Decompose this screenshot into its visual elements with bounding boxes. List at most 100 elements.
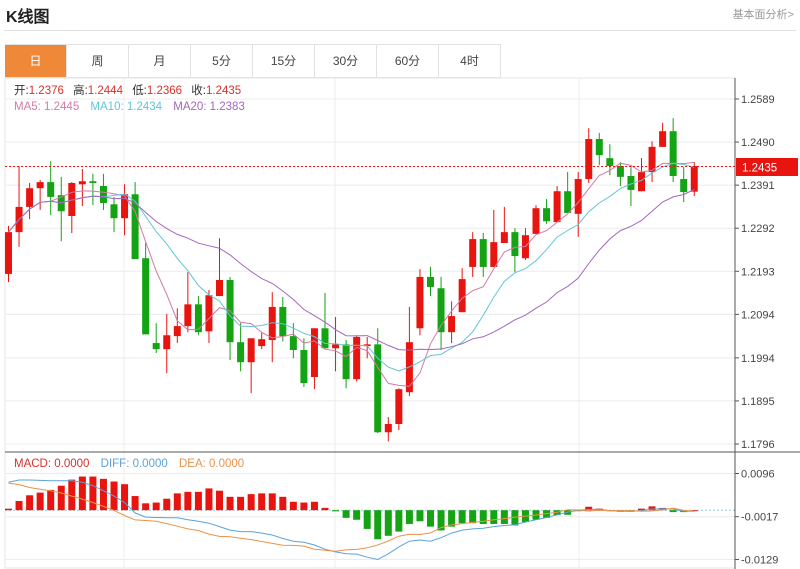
candle xyxy=(659,122,667,147)
candle-body xyxy=(680,179,688,193)
candle-body xyxy=(47,182,55,197)
ma5-value: MA5: 1.2445 xyxy=(14,101,79,113)
macd-bar xyxy=(585,506,593,511)
macd-bar xyxy=(638,508,645,511)
candle xyxy=(374,328,382,434)
tab-day[interactable]: 日 xyxy=(5,45,67,77)
candle xyxy=(26,182,34,220)
candle xyxy=(458,268,466,313)
candle xyxy=(184,272,192,333)
tab-week[interactable]: 周 xyxy=(67,45,129,77)
candle-body xyxy=(89,181,97,183)
candle xyxy=(36,179,44,210)
macd-bar xyxy=(374,510,382,540)
ma-lines xyxy=(8,161,695,387)
macd-bar xyxy=(15,501,23,511)
dea-value: DEA: 0.0000 xyxy=(179,458,244,470)
macd-bar xyxy=(289,501,297,511)
candle xyxy=(669,118,677,183)
macd-bar xyxy=(89,476,97,511)
candle-body xyxy=(36,182,44,189)
candle-body xyxy=(216,279,223,297)
candle xyxy=(384,417,392,442)
macd-bar xyxy=(279,496,287,511)
diff-value: DIFF: 0.0000 xyxy=(101,458,168,470)
tab-15min[interactable]: 15分 xyxy=(253,45,315,77)
high-value: 1.2444 xyxy=(88,85,124,97)
tab-month[interactable]: 月 xyxy=(129,45,191,77)
candle xyxy=(237,323,245,372)
ma20-value: MA20: 1.2383 xyxy=(173,101,245,113)
tab-60min[interactable]: 60分 xyxy=(377,45,439,77)
low-value: 1.2366 xyxy=(147,85,182,97)
candle-body xyxy=(532,208,540,234)
macd-bar xyxy=(194,491,202,511)
candle-body xyxy=(669,131,677,177)
macd-bar xyxy=(47,489,55,511)
price-tick-label: 1.2391 xyxy=(741,180,775,192)
page-title: K线图 xyxy=(6,9,50,26)
tab-30min[interactable]: 30分 xyxy=(315,45,377,77)
macd-bar xyxy=(78,476,86,511)
macd-bar xyxy=(268,493,276,511)
candle xyxy=(310,328,318,390)
candle xyxy=(511,228,519,273)
tab-5min[interactable]: 5分 xyxy=(191,45,253,77)
candle xyxy=(142,243,150,335)
candle-body xyxy=(437,288,445,333)
macd-bar xyxy=(648,506,656,511)
current-price-box xyxy=(736,158,798,176)
candle xyxy=(353,335,361,382)
macd-bar xyxy=(384,510,392,536)
macd-bar xyxy=(490,510,498,524)
candle-body xyxy=(310,328,318,378)
high-label: 高: xyxy=(73,83,88,97)
candle-body xyxy=(648,146,656,173)
candle xyxy=(448,301,456,344)
ma-info: MA5: 1.2445 MA10: 1.2434 MA20: 1.2383 xyxy=(14,101,245,113)
macd-tick-label: -0.0129 xyxy=(741,555,778,567)
candle-body xyxy=(353,336,361,380)
candle xyxy=(416,269,424,336)
candle xyxy=(395,388,403,431)
macd-bar xyxy=(36,492,44,511)
candle xyxy=(15,165,23,247)
candle-body xyxy=(121,194,129,219)
price-tick-label: 1.1796 xyxy=(741,439,775,451)
macd-bar xyxy=(57,485,65,511)
macd-bar xyxy=(205,488,213,511)
candle xyxy=(363,336,371,359)
macd-bar xyxy=(68,479,76,511)
macd-bar xyxy=(395,510,403,532)
candle xyxy=(595,132,603,166)
candle-body xyxy=(490,242,498,267)
candle-body xyxy=(585,139,593,180)
candle-body xyxy=(395,389,403,424)
candle-body xyxy=(5,232,12,274)
macd-tick-label: 0.0096 xyxy=(741,469,775,481)
candle xyxy=(500,206,508,244)
candle xyxy=(163,313,171,374)
tab-4hour[interactable]: 4时 xyxy=(439,45,501,77)
candle-body xyxy=(78,181,86,185)
candle xyxy=(5,226,12,283)
candle-body xyxy=(142,258,150,335)
candle-body xyxy=(690,165,698,192)
candle-body xyxy=(279,306,287,337)
candle-body xyxy=(110,204,118,219)
macd-bar xyxy=(142,503,150,511)
candle xyxy=(690,162,698,197)
fundamental-analysis-link[interactable]: 基本面分析> xyxy=(732,9,794,21)
macd-bar xyxy=(26,495,34,511)
candle xyxy=(279,296,287,342)
macd-bar xyxy=(226,496,234,511)
candle xyxy=(258,332,266,350)
macd-bar xyxy=(690,510,698,512)
candle-body xyxy=(511,232,519,257)
candle xyxy=(680,166,688,203)
macd-bar xyxy=(448,510,456,527)
macd-bar xyxy=(237,496,245,511)
candle-body xyxy=(163,335,171,350)
candles xyxy=(5,118,698,442)
